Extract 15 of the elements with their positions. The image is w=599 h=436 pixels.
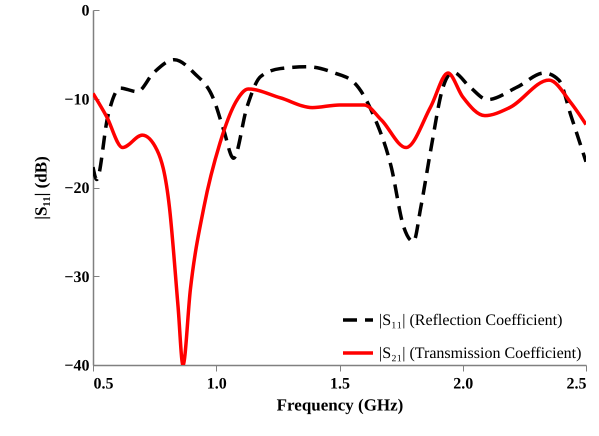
y-tick-label: 0 [82, 2, 90, 20]
y-tick-label: −10 [64, 91, 90, 108]
x-tick-label: 2.5 [566, 376, 586, 392]
x-tick-label: 2.0 [453, 376, 474, 392]
legend-label: |S₁₁| (Reflection Coefficient) [379, 312, 562, 329]
y-tick-label: −20 [64, 180, 90, 197]
y-tick-label: −30 [64, 268, 90, 286]
x-axis-title: Frequency (GHz) [276, 396, 404, 414]
x-tick-label: 1.0 [206, 376, 227, 392]
y-axis-title: |S₁₁| (dB) [31, 156, 50, 220]
x-tick-label: 0.5 [94, 376, 114, 392]
line-series [93, 58, 586, 244]
x-tick-label: 1.5 [330, 376, 350, 392]
legend-label: |S₂₁| (Transmission Coefficient) [379, 345, 582, 362]
y-tick-label: −40 [64, 358, 90, 374]
